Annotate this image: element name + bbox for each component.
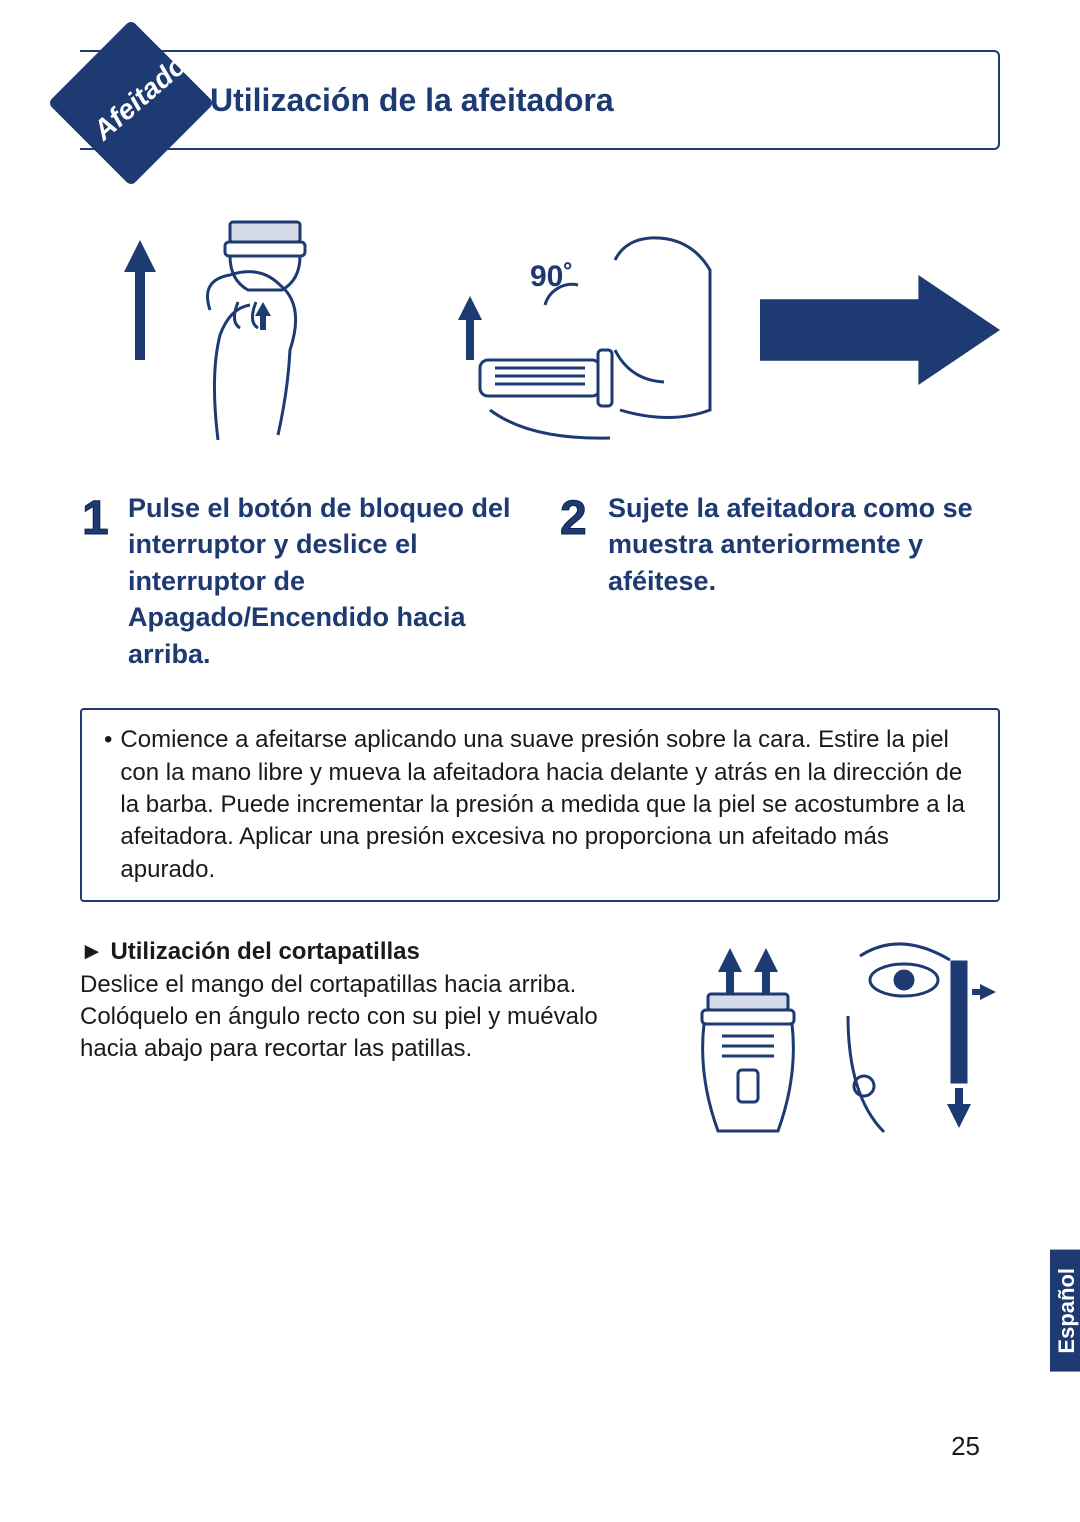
angle-label: 90˚	[530, 260, 573, 294]
illustration-step1	[80, 210, 380, 450]
page-title: Utilización de la afeitadora	[210, 82, 614, 119]
illustration-step2: 90˚	[420, 210, 720, 450]
trimmer-title-marker: ►	[80, 938, 104, 965]
section-header: Afeitado Utilización de la afeitadora	[80, 50, 1000, 150]
step-1: 1 Pulse el botón de bloqueo del interrup…	[80, 490, 520, 672]
trimmer-title: Utilización del cortapatillas	[110, 938, 419, 965]
trimmer-section: ► Utilización del cortapatillas Deslice …	[80, 936, 1000, 1136]
sideburn-icon	[840, 936, 1000, 1136]
svg-text:2: 2	[560, 492, 587, 545]
bullet-icon: •	[104, 724, 112, 886]
step-2-text: Sujete la afeitadora como se muestra ant…	[608, 490, 1000, 672]
illustration-row: 90˚	[80, 210, 1000, 450]
hand-shaver-icon	[80, 210, 380, 450]
step-2: 2 Sujete la afeitadora como se muestra a…	[560, 490, 1000, 672]
steps-row: 1 Pulse el botón de bloqueo del interrup…	[80, 490, 1000, 672]
trimmer-illustrations	[660, 936, 1000, 1136]
language-tab: Español	[1050, 1250, 1080, 1372]
step-number-1: 1	[80, 490, 116, 672]
trimmer-body: Deslice el mango del cortapatillas hacia…	[80, 969, 640, 1066]
svg-text:1: 1	[82, 492, 109, 545]
tip-box: • Comience a afeitarse aplicando una sua…	[80, 708, 1000, 902]
step-number-2: 2	[560, 490, 596, 672]
tip-text: Comience a afeitarse aplicando una suave…	[120, 724, 976, 886]
direction-arrow-icon	[760, 275, 1000, 385]
face-shave-icon	[420, 210, 720, 450]
step-1-text: Pulse el botón de bloqueo del interrupto…	[128, 490, 520, 672]
page-number: 25	[951, 1431, 980, 1462]
shaver-front-icon	[668, 936, 828, 1136]
